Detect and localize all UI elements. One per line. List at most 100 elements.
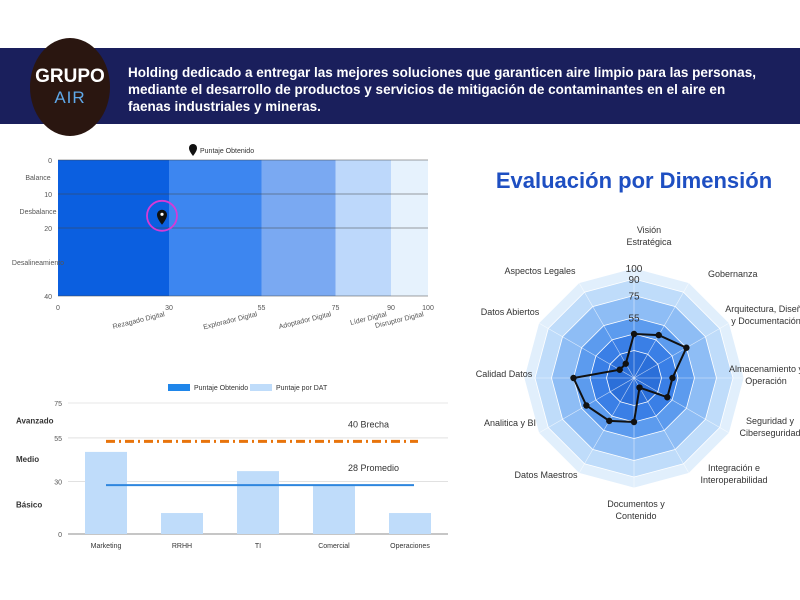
radar-spoke-5: [633, 377, 690, 474]
radar-axis-label-8: Analitica y BI: [484, 418, 536, 428]
radar-point-3: [669, 374, 676, 382]
radar-axis-label-line: Datos Abiertos: [481, 307, 540, 317]
radar-axis-label-1: Gobernanza: [708, 269, 758, 279]
radar-axis-label-line: Documentos y: [607, 499, 665, 509]
company-description: Holding dedicado a entregar las mejores …: [128, 65, 756, 114]
y-category-0: Balance: [25, 175, 50, 182]
radar-axis-label-5: Integración e Interoperabilidad: [700, 463, 767, 485]
x-tick-1: 30: [165, 305, 173, 312]
y-tick-0: 0: [58, 532, 62, 539]
x-tick-3: Comercial: [318, 543, 350, 550]
x-tick-5: 100: [422, 305, 434, 312]
radar-axis-label-9: Calidad Datos: [476, 369, 533, 379]
x-tick-4: 90: [387, 305, 395, 312]
radar-point-11: [622, 360, 629, 367]
radar-point-4: [664, 394, 671, 401]
r-tick-3: 100: [626, 264, 643, 275]
bar-operaciones: [389, 513, 431, 534]
level-label-1: Medio: [16, 455, 39, 464]
legend-swatch-dat: [250, 384, 272, 391]
y-tick-1: 10: [44, 192, 52, 199]
y-tick-2: 55: [54, 436, 62, 443]
radar-axis-label-6: Documentos y Contenido: [607, 499, 665, 521]
score-pin-dot: [160, 212, 164, 216]
r-tick-0: 55: [628, 314, 640, 325]
radar-axis-label-4: Seguridad y Ciberseguridad: [739, 416, 800, 438]
radar-axis-label-line: Gobernanza: [708, 269, 758, 279]
radar-axis-label-7: Datos Maestros: [514, 470, 578, 480]
radar-axis-label-line: Visión: [637, 225, 661, 235]
radar-point-6: [630, 418, 638, 426]
header-banner: [0, 48, 800, 124]
x-tick-2: TI: [255, 543, 261, 550]
x-tick-1: RRHH: [172, 543, 192, 550]
y-tick-1: 30: [54, 480, 62, 487]
radar-axis-label-line: Seguridad y: [746, 416, 795, 426]
radar-point-9: [570, 374, 577, 382]
x-tick-4: Operaciones: [390, 543, 430, 550]
grupo-air-logo: GRUPO AIR: [30, 38, 110, 136]
x-tick-3: 75: [332, 305, 340, 312]
legend-label-dat: Puntaje por DAT: [276, 385, 328, 392]
promedio-label: 28 Promedio: [348, 463, 399, 473]
brecha-label: 40 Brecha: [348, 419, 389, 429]
y-category-1: Desbalance: [20, 209, 57, 216]
bar-ti: [237, 471, 279, 534]
radar-axis-label-line: Integración e: [708, 463, 760, 473]
legend-pin-icon: [189, 144, 197, 156]
score-pin-icon: [157, 209, 167, 225]
level-label-0: Avanzado: [16, 416, 54, 425]
radar-axis-label-line: Arquitectura, Diseño: [725, 304, 800, 314]
radar-point-2: [683, 344, 690, 351]
radar-spoke-4: [633, 377, 730, 434]
x-tick-0: 0: [56, 305, 60, 312]
radar-axis-label-line: Calidad Datos: [476, 369, 533, 379]
radar-spoke-7: [578, 377, 635, 474]
r-tick-2: 90: [628, 275, 640, 286]
radar-point-10: [616, 366, 623, 373]
legend-label: Puntaje Obtenido: [200, 148, 254, 155]
radar-point-5: [636, 384, 643, 391]
x-tick-2: 55: [258, 305, 266, 312]
level-label-2: Básico: [16, 500, 42, 509]
radar-axis-label-0: Visión Estratégica: [626, 225, 671, 247]
radar-point-7: [606, 417, 613, 425]
logo-top-text: GRUPO: [35, 66, 105, 87]
y-category-2: Desalineamiento: [12, 260, 64, 267]
radar-point-0: [630, 330, 638, 338]
radar-spoke-1: [633, 282, 690, 379]
radar-axis-label-line: Almacenamiento y: [729, 364, 800, 374]
legend-label-obtenido: Puntaje Obtenido: [194, 385, 248, 392]
radar-axis-label-line: Analitica y BI: [484, 418, 536, 428]
radar-axis-label-line: Interoperabilidad: [700, 475, 767, 485]
radar-point-8: [583, 402, 590, 409]
x-tick-0: Marketing: [91, 543, 122, 550]
legend-swatch-obtenido: [168, 384, 190, 391]
radar-axis-label-line: Datos Maestros: [514, 470, 578, 480]
radar-point-1: [655, 331, 662, 339]
radar-axis-label-line: Estratégica: [626, 237, 671, 247]
y-tick-0: 0: [48, 158, 52, 165]
y-tick-3: 40: [44, 294, 52, 301]
bar-marketing: [85, 451, 127, 534]
radar-axis-label-10: Datos Abiertos: [481, 307, 540, 317]
radar-spoke-2: [633, 322, 730, 379]
radar-axis-label-line: Operación: [745, 376, 787, 386]
r-tick-1: 75: [628, 292, 640, 303]
radar-axis-label-line: Contenido: [615, 511, 656, 521]
y-tick-3: 75: [54, 401, 62, 408]
radar-axis-label-2: Arquitectura, Diseño y Documentación: [725, 304, 800, 326]
logo-bottom-text: AIR: [54, 88, 86, 107]
y-tick-2: 20: [44, 226, 52, 233]
bar-comercial: [313, 485, 355, 534]
highlight-circle: [146, 199, 178, 232]
bar-rrhh: [161, 513, 203, 534]
radar-title: Evaluación por Dimensión: [496, 168, 772, 193]
radar-axis-label-line: Ciberseguridad: [739, 428, 800, 438]
radar-axis-label-line: Aspectos Legales: [504, 266, 576, 276]
radar-axis-label-11: Aspectos Legales: [504, 266, 576, 276]
radar-axis-label-line: y Documentación: [731, 316, 800, 326]
radar-axis-label-3: Almacenamiento y Operación: [729, 364, 800, 386]
